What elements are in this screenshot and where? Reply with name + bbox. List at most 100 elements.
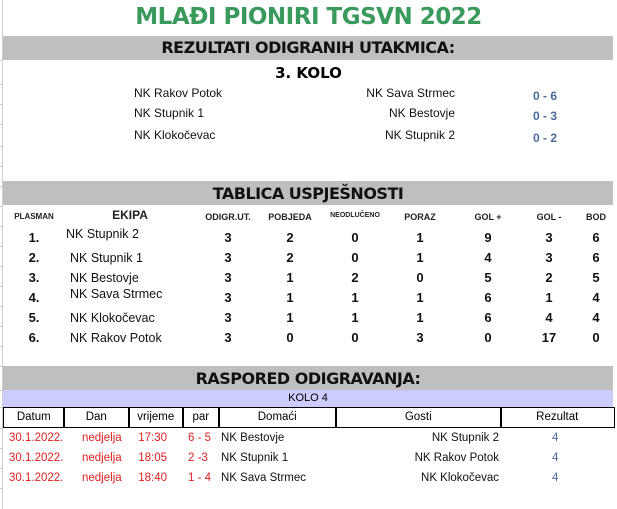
standings-cell: 1 bbox=[416, 250, 424, 265]
standings-cell: 5 bbox=[484, 270, 492, 285]
schedule-column-header: Gosti bbox=[335, 407, 502, 428]
row-gridline bbox=[0, 186, 3, 187]
standings-cell: 17 bbox=[541, 330, 557, 345]
schedule-column-header: Dan bbox=[63, 407, 130, 428]
team-name: NK Bestovje bbox=[70, 271, 139, 285]
standings-cell: 5. bbox=[28, 310, 40, 325]
column-header: GOL - bbox=[536, 212, 562, 222]
row-gridline bbox=[0, 366, 3, 367]
row-gridline bbox=[0, 390, 3, 391]
standings-cell: 3 bbox=[224, 310, 232, 325]
standings-cell: 6 bbox=[592, 230, 600, 245]
standings-cell: 6. bbox=[28, 330, 40, 345]
row-gridline bbox=[0, 468, 3, 469]
row-gridline bbox=[0, 488, 3, 489]
home-team: NK Klokočevac bbox=[134, 128, 216, 142]
standings-cell: 1 bbox=[351, 290, 359, 305]
row-gridline bbox=[0, 104, 3, 105]
schedule-heading: RASPORED ODIGRAVANJA: bbox=[3, 366, 613, 390]
schedule-column-header: Domaći bbox=[218, 407, 337, 428]
match-score: 0 - 3 bbox=[533, 109, 558, 123]
match-score: 0 - 2 bbox=[533, 131, 558, 145]
away-team: NK Bestovje bbox=[388, 106, 455, 120]
home-team: NK Rakov Potok bbox=[134, 86, 223, 100]
schedule-column-header: Datum bbox=[3, 407, 65, 428]
standings-cell: 6 bbox=[484, 310, 492, 325]
standings-cell: 3 bbox=[224, 270, 232, 285]
standings-cell: 1 bbox=[416, 290, 424, 305]
row-gridline bbox=[0, 146, 3, 147]
standings-cell: 1 bbox=[286, 290, 294, 305]
home-team: NK Stupnik 1 bbox=[221, 452, 289, 464]
team-name: NK Stupnik 2 bbox=[66, 227, 139, 241]
standings-cell: 3 bbox=[545, 230, 553, 245]
team-name: NK Stupnik 1 bbox=[70, 251, 143, 265]
team-name: NK Klokočevac bbox=[70, 311, 155, 325]
home-team: NK Stupnik 1 bbox=[134, 106, 205, 120]
standings-cell: 0 bbox=[351, 330, 359, 345]
standings-cell: 4 bbox=[592, 290, 600, 305]
column-header: POBJEDA bbox=[268, 212, 312, 222]
match-day: nedjelja bbox=[82, 452, 122, 464]
row-gridline bbox=[0, 448, 3, 449]
standings-cell: 1 bbox=[416, 230, 424, 245]
match-time: 18:40 bbox=[138, 472, 167, 484]
standings-cell: 4 bbox=[592, 310, 600, 325]
away-team: NK Stupnik 2 bbox=[384, 128, 455, 142]
schedule-column-header: Rezultat bbox=[500, 407, 615, 428]
standings-cell: 1. bbox=[28, 230, 40, 245]
row-gridline bbox=[0, 428, 3, 429]
standings-cell: 0 bbox=[351, 230, 359, 245]
match-date: 30.1.2022. bbox=[9, 432, 64, 444]
match-date: 30.1.2022. bbox=[9, 452, 64, 464]
away-team: NK Klokočevac bbox=[421, 472, 499, 484]
standings-heading: TABLICA USPJEŠNOSTI bbox=[3, 181, 613, 205]
standings-cell: 2. bbox=[28, 250, 40, 265]
match-time: 18:05 bbox=[138, 452, 167, 464]
standings-cell: 6 bbox=[484, 290, 492, 305]
match-day: nedjelja bbox=[82, 472, 122, 484]
row-gridline bbox=[0, 326, 3, 327]
standings-cell: 1 bbox=[286, 270, 294, 285]
match-pair: 1 - 4 bbox=[188, 472, 212, 484]
standings-cell: 1 bbox=[286, 310, 294, 325]
match-result: 4 bbox=[552, 472, 559, 484]
standings-cell: 3 bbox=[416, 330, 424, 345]
standings-cell: 1 bbox=[351, 310, 359, 325]
row-gridline bbox=[0, 124, 3, 125]
row-gridline bbox=[0, 246, 3, 247]
standings-cell: 9 bbox=[484, 230, 492, 245]
row-gridline bbox=[0, 206, 3, 207]
standings-cell: 3 bbox=[224, 250, 232, 265]
match-result: 4 bbox=[552, 432, 559, 444]
match-date: 30.1.2022. bbox=[9, 472, 64, 484]
sheet-gridline bbox=[2, 0, 3, 509]
column-header: EKIPA bbox=[112, 208, 148, 222]
column-header: NEODLUČENO bbox=[330, 212, 380, 219]
row-gridline bbox=[0, 346, 3, 347]
match-pair: 2 -3 bbox=[188, 452, 208, 464]
standings-cell: 2 bbox=[351, 270, 359, 285]
standings-cell: 0 bbox=[286, 330, 294, 345]
standings-cell: 4 bbox=[545, 310, 553, 325]
schedule-column-header: vrijeme bbox=[128, 407, 184, 428]
standings-cell: 0 bbox=[592, 330, 600, 345]
standings-cell: 0 bbox=[484, 330, 492, 345]
standings-cell: 0 bbox=[351, 250, 359, 265]
row-gridline bbox=[0, 286, 3, 287]
schedule-column-header: par bbox=[182, 407, 220, 428]
standings-cell: 4. bbox=[28, 290, 40, 305]
standings-cell: 2 bbox=[286, 230, 294, 245]
results-round: 3. KOLO bbox=[275, 64, 342, 82]
standings-cell: 4 bbox=[484, 250, 492, 265]
page-title: MLAĐI PIONIRI TGSVN 2022 bbox=[135, 4, 482, 30]
row-gridline bbox=[0, 166, 3, 167]
team-name: NK Rakov Potok bbox=[70, 331, 162, 345]
standings-cell: 3 bbox=[224, 230, 232, 245]
away-team: NK Rakov Potok bbox=[414, 452, 499, 464]
match-time: 17:30 bbox=[138, 432, 167, 444]
standings-cell: 1 bbox=[416, 310, 424, 325]
home-team: NK Bestovje bbox=[221, 432, 285, 444]
standings-cell: 3 bbox=[545, 250, 553, 265]
team-name: NK Sava Strmec bbox=[70, 287, 163, 301]
